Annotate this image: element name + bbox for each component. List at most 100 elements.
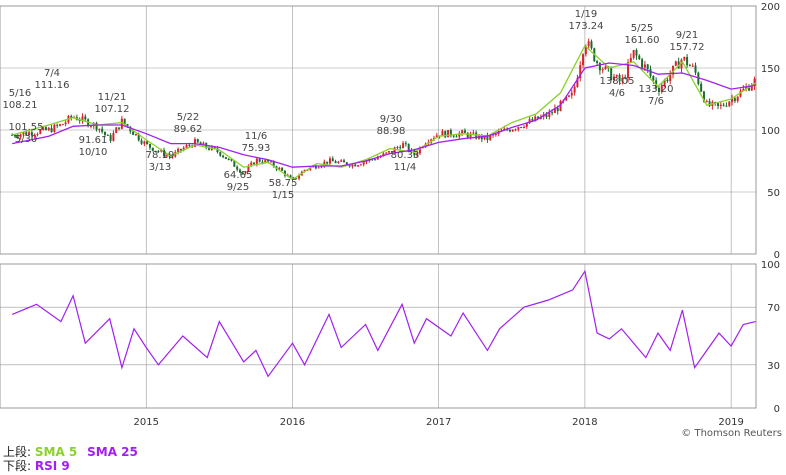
- candle-body: [278, 167, 281, 170]
- candle-body: [472, 132, 475, 134]
- candle-body: [328, 158, 331, 164]
- candle-body: [565, 96, 568, 101]
- x-tick-label: 2019: [718, 417, 743, 428]
- candle-body: [573, 86, 576, 93]
- price-y-tick-label: 150: [761, 64, 780, 75]
- candle-body: [340, 160, 343, 162]
- candle-body: [101, 128, 104, 132]
- candle-body: [140, 140, 143, 144]
- candle-body: [89, 125, 92, 127]
- candle-body: [154, 150, 157, 152]
- candle-body: [272, 161, 275, 167]
- candle-body: [61, 124, 64, 126]
- candle-body: [669, 74, 672, 82]
- sma5-legend: SMA 5: [34, 445, 78, 459]
- candle-body: [452, 135, 455, 137]
- candle-body: [508, 130, 511, 132]
- candle-body: [736, 96, 739, 101]
- candle-body: [666, 79, 669, 82]
- candle-body: [466, 132, 469, 138]
- price-annotation-value: 173.24: [569, 21, 604, 32]
- candle-body: [143, 141, 146, 144]
- lower-legend-label: 下段:: [3, 459, 32, 473]
- candle-body: [345, 162, 348, 166]
- candle-body: [343, 160, 346, 163]
- candle-body: [548, 112, 551, 117]
- candle-body: [717, 103, 720, 106]
- price-annotation-date: 9/25: [227, 182, 249, 193]
- candle-body: [13, 135, 16, 137]
- candle-body: [621, 77, 624, 82]
- rsi-y-tick-label: 100: [761, 260, 780, 271]
- candle-body: [407, 144, 410, 152]
- candle-body: [739, 90, 742, 97]
- candle-body: [261, 161, 264, 163]
- candle-body: [525, 122, 528, 127]
- price-annotation-value: 88.98: [377, 126, 406, 137]
- candle-body: [151, 147, 154, 151]
- candle-body: [22, 132, 25, 135]
- candle-body: [688, 65, 691, 67]
- candle-body: [441, 131, 444, 137]
- candle-body: [686, 57, 689, 66]
- candle-body: [219, 152, 222, 156]
- candle-body: [646, 64, 649, 70]
- candle-body: [458, 133, 461, 137]
- price-annotation-date: 4/6: [609, 88, 625, 99]
- candle-body: [570, 92, 573, 96]
- candle-body: [258, 158, 261, 162]
- candle-body: [660, 85, 663, 92]
- candle-body: [64, 122, 67, 125]
- candle-body: [281, 167, 284, 171]
- candle-body: [551, 112, 554, 114]
- candle-body: [115, 127, 118, 134]
- candle-body: [230, 159, 233, 161]
- candle-body: [70, 116, 73, 118]
- candle-body: [250, 162, 253, 167]
- price-annotation-date: 1/19: [575, 9, 597, 20]
- candle-body: [224, 157, 227, 159]
- candle-body: [522, 126, 525, 128]
- candle-body: [326, 161, 329, 164]
- price-lines: [12, 44, 756, 181]
- candle-body: [590, 41, 593, 49]
- candle-body: [238, 169, 241, 173]
- candle-body: [373, 159, 376, 161]
- candle-body: [126, 124, 129, 127]
- price-annotation-date: 5/22: [177, 112, 199, 123]
- candle-body: [579, 65, 582, 79]
- candle-body: [618, 75, 621, 82]
- candle-body: [683, 57, 686, 60]
- candle-body: [624, 77, 627, 79]
- candle-body: [233, 160, 236, 167]
- candle-body: [165, 155, 168, 157]
- candle-body: [331, 158, 334, 162]
- price-annotation-date: 9/21: [676, 30, 698, 41]
- price-annotation-value: 64.65: [224, 170, 253, 181]
- candle-body: [567, 95, 570, 97]
- candle-body: [289, 175, 292, 178]
- candle-body: [657, 87, 660, 92]
- candle-body: [42, 127, 45, 130]
- candle-body: [652, 76, 655, 81]
- candle-body: [323, 161, 326, 166]
- candle-body: [733, 98, 736, 101]
- candle-body: [137, 134, 140, 141]
- candle-body: [47, 127, 50, 131]
- x-axis: 2015 2016 2017 2018 2019: [134, 417, 744, 428]
- candle-body: [747, 86, 750, 91]
- candle-body: [56, 124, 59, 126]
- candle-body: [486, 134, 489, 140]
- candle-body: [50, 127, 53, 133]
- candle-body: [112, 133, 115, 141]
- candle-body: [728, 101, 731, 106]
- price-annotation-value: 138.05: [600, 76, 635, 87]
- candle-body: [722, 104, 725, 106]
- candle-body: [444, 131, 447, 138]
- candle-body: [98, 128, 101, 130]
- candle-body: [489, 135, 492, 140]
- price-annotation-value: 78.19: [146, 150, 175, 161]
- candle-body: [365, 160, 368, 163]
- price-annotation-date: 10/10: [79, 147, 108, 158]
